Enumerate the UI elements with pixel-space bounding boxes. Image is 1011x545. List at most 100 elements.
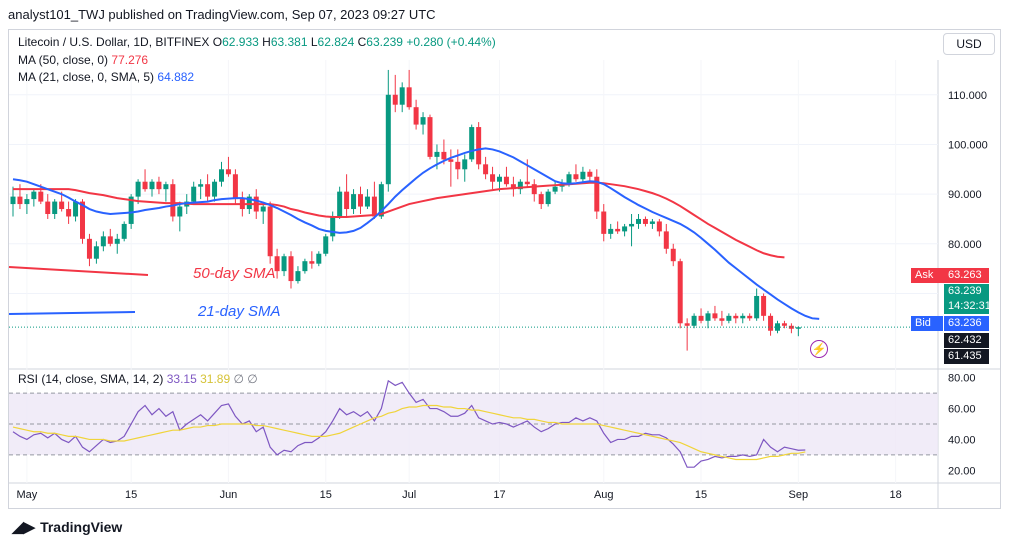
candle-body	[608, 228, 614, 234]
candle-body	[219, 169, 224, 182]
price-tick-label: 110.000	[948, 90, 987, 102]
legend-rsi-sma-value: 31.89	[200, 372, 231, 386]
candle-body	[128, 196, 134, 224]
candle-body	[316, 253, 322, 264]
candle-body	[267, 206, 273, 257]
legend-rsi: RSI (14, close, SMA, 14, 2) 33.15 31.89 …	[18, 372, 258, 386]
candle-body	[490, 174, 496, 182]
candle-body	[517, 181, 523, 190]
candle-body	[747, 315, 753, 319]
candle-body	[212, 181, 218, 197]
candle-body	[649, 221, 655, 224]
candle-body	[448, 159, 454, 162]
candle-body	[260, 206, 266, 212]
legend-ma50-label: MA (50, close, 0)	[18, 53, 109, 67]
candle-body	[191, 186, 197, 202]
candle-body	[434, 151, 440, 157]
tradingview-brand[interactable]: ◢▶ TradingView	[12, 518, 122, 536]
candle-body	[754, 295, 760, 319]
candle-body	[719, 318, 725, 321]
candle-body	[497, 176, 502, 182]
candle-body	[698, 315, 704, 321]
candle-body	[156, 181, 162, 190]
candle-body	[399, 87, 405, 105]
candle-body	[246, 196, 252, 210]
candle-body	[768, 315, 774, 331]
candle-body	[441, 151, 447, 160]
candle-body	[462, 159, 468, 170]
candle-body	[615, 228, 621, 232]
candle-body	[100, 236, 106, 247]
candle-body	[364, 196, 370, 207]
ask-value-tag: 63.263	[944, 268, 989, 283]
candle-body	[531, 184, 537, 195]
candle-body	[788, 325, 794, 329]
time-tick-label: Jun	[220, 489, 238, 501]
candle-body	[573, 174, 579, 180]
candle-body	[86, 238, 92, 259]
candle-body	[385, 94, 391, 185]
candle-body	[10, 196, 16, 205]
lightning-icon[interactable]: ⚡	[810, 340, 828, 358]
price-tick-label: 90.000	[948, 189, 982, 201]
candle-body	[170, 184, 176, 217]
legend-symbol: Litecoin / U.S. Dollar, 1D, BITFINEX	[18, 35, 210, 49]
rsi-tick-label: 60.00	[948, 404, 976, 416]
tradingview-logo-icon: ◢▶	[12, 519, 36, 536]
candle-body	[712, 313, 718, 319]
rsi-sma-line	[12, 404, 806, 461]
annotation-lines	[8, 266, 149, 315]
candle-body	[344, 191, 350, 210]
rsi-axis: 80.00 60.00 40.00 20.00	[948, 373, 976, 478]
candle-body	[795, 327, 801, 329]
candle-body	[740, 315, 746, 319]
low-tag-1: 62.432	[944, 333, 989, 348]
candle-body	[733, 315, 739, 319]
currency-button[interactable]: USD	[943, 33, 995, 55]
candle-body	[177, 206, 183, 217]
time-tick-label: 15	[320, 489, 332, 501]
time-tick-label: Sep	[789, 489, 809, 501]
legend-ma50-value: 77.276	[111, 53, 149, 67]
legend-c-label: C	[357, 35, 367, 49]
legend-c-value: 63.239	[366, 35, 403, 49]
rsi-band	[9, 392, 938, 456]
candle-body	[629, 223, 635, 227]
legend-rsi-label: RSI (14, close, SMA, 14, 2)	[18, 372, 164, 386]
candle-body	[198, 184, 204, 187]
bid-value-tag: 63.236	[944, 316, 989, 331]
candle-body	[337, 191, 343, 217]
candle-body	[406, 87, 412, 108]
candle-body	[781, 323, 787, 326]
candle-body	[59, 201, 65, 210]
candle-body	[73, 201, 79, 217]
time-tick-label: Jul	[402, 489, 416, 501]
annotation-21-day-sma: 21-day SMA	[198, 303, 281, 320]
candle-body	[121, 223, 127, 239]
candle-body	[295, 271, 301, 282]
candle-body	[420, 117, 426, 125]
candle-body	[538, 194, 544, 205]
candle-body	[545, 191, 551, 205]
legend-h-label: H	[262, 35, 271, 49]
price-tick-label: 80.000	[948, 239, 982, 251]
candle-body	[552, 186, 558, 192]
candle-body	[510, 184, 516, 190]
moving-averages	[12, 147, 820, 320]
time-tick-label: Aug	[594, 489, 614, 501]
candle-body	[351, 194, 357, 210]
time-axis: May 15 Jun 15 Jul 17 Aug 15 Sep 18	[17, 489, 902, 501]
candle-body	[274, 256, 280, 272]
candle-body	[232, 174, 238, 200]
candle-body	[17, 196, 23, 205]
candle-body	[135, 181, 141, 197]
candle-body	[107, 236, 113, 244]
candle-body	[378, 184, 384, 217]
candle-body	[281, 256, 287, 272]
candle-body	[705, 313, 711, 321]
candlestick-series	[10, 69, 801, 351]
candle-body	[163, 184, 169, 190]
candle-body	[469, 127, 475, 160]
time-tick-label: May	[17, 489, 38, 501]
